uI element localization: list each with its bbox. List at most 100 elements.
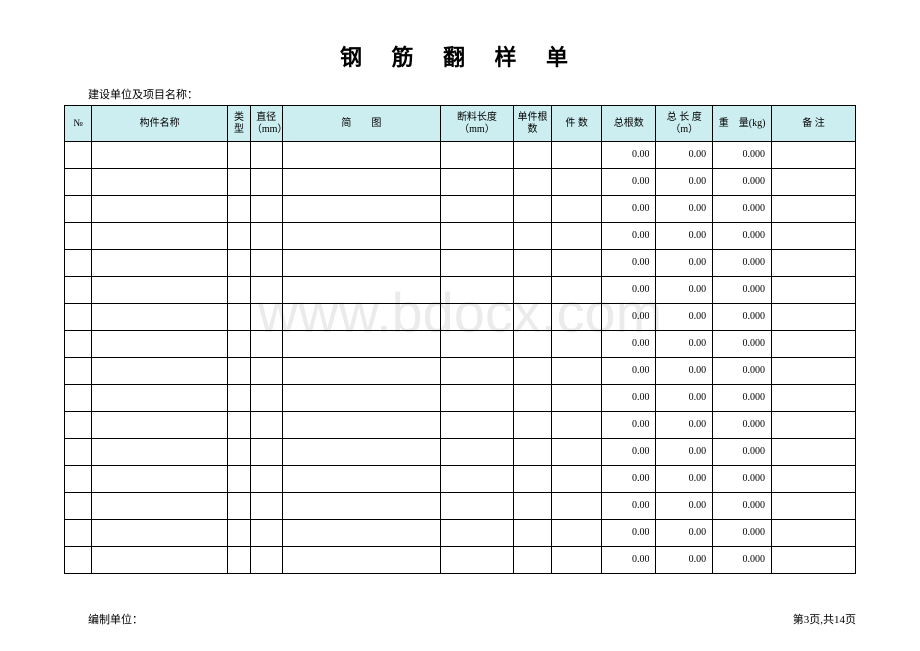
header-total-count: 总根数 — [602, 106, 656, 142]
cell-name — [92, 169, 228, 196]
header-diameter: 直径（mm） — [250, 106, 282, 142]
page-title: 钢 筋 翻 样 单 — [0, 0, 920, 86]
table-row: 0.00 0.00 0.000 — [65, 277, 856, 304]
cell-pieces — [552, 223, 602, 250]
cell-total-len: 0.00 — [656, 358, 713, 385]
cell-no — [65, 547, 92, 574]
table-row: 0.00 0.00 0.000 — [65, 196, 856, 223]
cell-total-count: 0.00 — [602, 304, 656, 331]
cell-weight: 0.000 — [713, 358, 772, 385]
cell-diagram — [282, 142, 441, 169]
table-row: 0.00 0.00 0.000 — [65, 142, 856, 169]
cell-cut-len — [441, 358, 514, 385]
cell-remark — [772, 250, 856, 277]
cell-total-count: 0.00 — [602, 412, 656, 439]
cell-weight: 0.000 — [713, 142, 772, 169]
cell-name — [92, 250, 228, 277]
cell-no — [65, 466, 92, 493]
cell-total-len: 0.00 — [656, 439, 713, 466]
cell-name — [92, 331, 228, 358]
cell-single-count — [513, 358, 552, 385]
cell-diameter — [250, 304, 282, 331]
table-row: 0.00 0.00 0.000 — [65, 385, 856, 412]
cell-total-len: 0.00 — [656, 466, 713, 493]
cell-remark — [772, 547, 856, 574]
table-row: 0.00 0.00 0.000 — [65, 466, 856, 493]
cell-remark — [772, 304, 856, 331]
page-footer: 编制单位： 第3页,共14页 — [88, 611, 856, 627]
cell-total-count: 0.00 — [602, 385, 656, 412]
cell-diagram — [282, 547, 441, 574]
cell-pieces — [552, 331, 602, 358]
cell-single-count — [513, 277, 552, 304]
cell-cut-len — [441, 277, 514, 304]
table-row: 0.00 0.00 0.000 — [65, 169, 856, 196]
header-cut-len: 断料长度（mm） — [441, 106, 514, 142]
cell-type — [228, 277, 251, 304]
cell-diagram — [282, 169, 441, 196]
cell-no — [65, 493, 92, 520]
cell-total-len: 0.00 — [656, 331, 713, 358]
header-total-len: 总 长 度（m） — [656, 106, 713, 142]
cell-no — [65, 304, 92, 331]
cell-weight: 0.000 — [713, 223, 772, 250]
rebar-table: № 构件名称 类型 直径（mm） 简 图 断料长度（mm） 单件根数 件 数 总… — [64, 105, 856, 574]
cell-type — [228, 196, 251, 223]
cell-diagram — [282, 358, 441, 385]
cell-cut-len — [441, 250, 514, 277]
cell-single-count — [513, 466, 552, 493]
cell-type — [228, 223, 251, 250]
cell-total-count: 0.00 — [602, 331, 656, 358]
cell-diagram — [282, 439, 441, 466]
cell-name — [92, 142, 228, 169]
header-remark: 备 注 — [772, 106, 856, 142]
cell-diameter — [250, 358, 282, 385]
cell-name — [92, 493, 228, 520]
cell-cut-len — [441, 493, 514, 520]
cell-total-count: 0.00 — [602, 493, 656, 520]
cell-pieces — [552, 520, 602, 547]
cell-type — [228, 493, 251, 520]
cell-remark — [772, 385, 856, 412]
cell-weight: 0.000 — [713, 196, 772, 223]
table-row: 0.00 0.00 0.000 — [65, 223, 856, 250]
cell-type — [228, 250, 251, 277]
cell-pieces — [552, 466, 602, 493]
cell-cut-len — [441, 304, 514, 331]
cell-no — [65, 223, 92, 250]
cell-weight: 0.000 — [713, 466, 772, 493]
cell-weight: 0.000 — [713, 520, 772, 547]
cell-type — [228, 304, 251, 331]
cell-no — [65, 520, 92, 547]
cell-weight: 0.000 — [713, 304, 772, 331]
header-single-count: 单件根数 — [513, 106, 552, 142]
cell-name — [92, 277, 228, 304]
cell-diameter — [250, 277, 282, 304]
cell-diagram — [282, 250, 441, 277]
cell-pieces — [552, 439, 602, 466]
cell-name — [92, 385, 228, 412]
cell-total-count: 0.00 — [602, 169, 656, 196]
header-no: № — [65, 106, 92, 142]
cell-remark — [772, 439, 856, 466]
cell-cut-len — [441, 547, 514, 574]
cell-total-len: 0.00 — [656, 223, 713, 250]
table-row: 0.00 0.00 0.000 — [65, 412, 856, 439]
cell-total-count: 0.00 — [602, 358, 656, 385]
cell-single-count — [513, 250, 552, 277]
cell-diameter — [250, 142, 282, 169]
cell-remark — [772, 466, 856, 493]
footer-right: 第3页,共14页 — [793, 611, 856, 627]
cell-diagram — [282, 412, 441, 439]
cell-remark — [772, 277, 856, 304]
cell-total-len: 0.00 — [656, 169, 713, 196]
header-weight: 重 量(kg) — [713, 106, 772, 142]
cell-no — [65, 196, 92, 223]
cell-single-count — [513, 439, 552, 466]
cell-diagram — [282, 331, 441, 358]
cell-diameter — [250, 331, 282, 358]
cell-diameter — [250, 439, 282, 466]
cell-single-count — [513, 304, 552, 331]
cell-type — [228, 466, 251, 493]
cell-single-count — [513, 331, 552, 358]
